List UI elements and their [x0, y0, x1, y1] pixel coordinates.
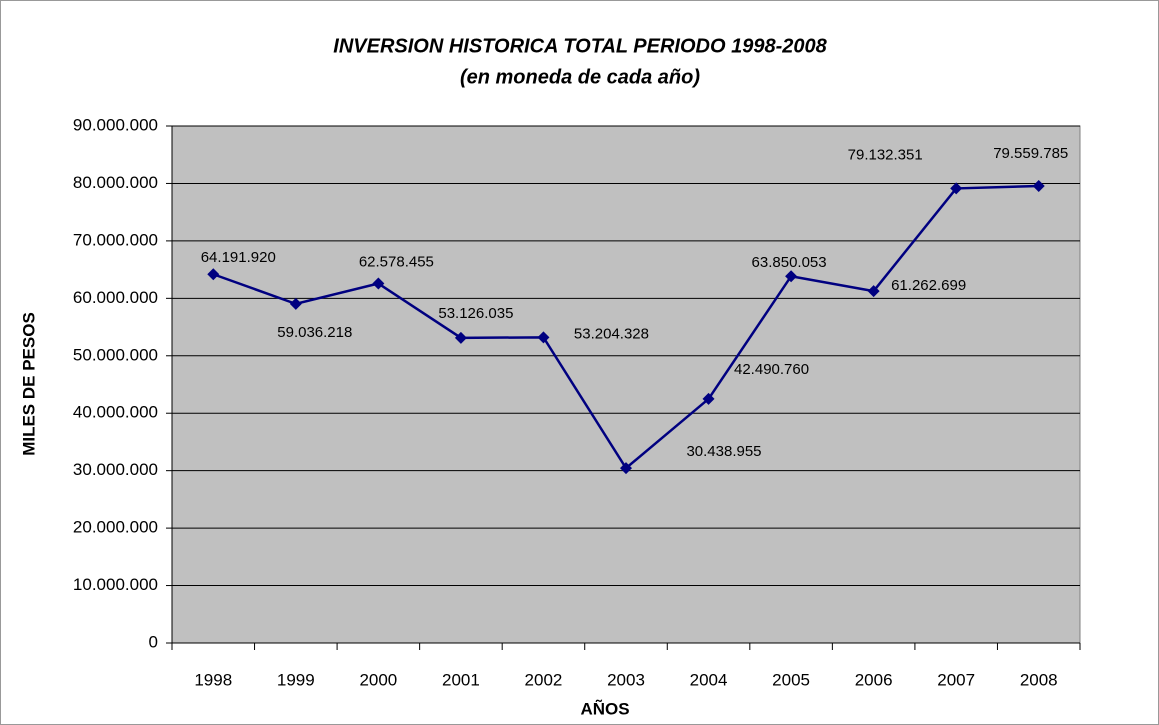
x-tick-label: 2005: [772, 670, 810, 689]
marker: [372, 277, 385, 290]
marker: [1032, 179, 1045, 192]
marker: [785, 270, 798, 283]
x-tick-label: 1999: [277, 670, 315, 689]
marker: [702, 392, 715, 405]
y-tick-label: 80.000.000: [73, 173, 158, 192]
x-tick-label: 2001: [442, 670, 480, 689]
data-label: 61.262.699: [891, 277, 966, 294]
marker: [620, 462, 632, 475]
y-tick-label: 60.000.000: [73, 288, 158, 307]
x-tick-label: 2000: [359, 670, 397, 689]
data-label: 64.191.920: [201, 249, 276, 266]
data-label: 59.036.218: [277, 324, 352, 341]
data-label: 53.204.328: [574, 325, 649, 342]
y-tick-label: 70.000.000: [73, 230, 158, 249]
y-tick-label: 90.000.000: [73, 115, 158, 134]
plot-area: [171, 125, 1081, 644]
data-label: 62.578.455: [359, 253, 434, 270]
x-tick-label: 2004: [690, 670, 728, 689]
data-label: 79.132.351: [848, 146, 923, 163]
marker: [537, 331, 550, 344]
x-tick-label: 1998: [194, 670, 232, 689]
y-tick-label: 20.000.000: [73, 518, 158, 537]
x-tick-label: 2006: [855, 670, 893, 689]
chart-subtitle: (en moneda de cada año): [460, 66, 700, 88]
marker: [289, 297, 302, 310]
y-axis-title: MILES DE PESOS: [19, 312, 38, 456]
x-tick-label: 2002: [525, 670, 563, 689]
data-label: 79.559.785: [993, 145, 1068, 162]
marker: [950, 182, 963, 195]
data-label: 42.490.760: [734, 361, 809, 378]
y-tick-label: 30.000.000: [73, 460, 158, 479]
x-tick-label: 2003: [607, 670, 645, 689]
y-tick-label: 40.000.000: [73, 403, 158, 422]
y-tick-label: 0: [149, 632, 158, 651]
chart-title: INVERSION HISTORICA TOTAL PERIODO 1998-2…: [333, 35, 827, 57]
y-tick-label: 10.000.000: [73, 575, 158, 594]
data-label: 53.126.035: [438, 305, 513, 322]
marker: [454, 331, 467, 344]
data-label: 63.850.053: [752, 254, 827, 271]
x-axis-title: AÑOS: [580, 698, 629, 718]
data-label: 30.438.955: [686, 443, 761, 460]
x-tick-label: 2007: [937, 670, 975, 689]
x-tick-label: 2008: [1020, 670, 1058, 689]
y-tick-label: 50.000.000: [73, 345, 158, 364]
marker: [867, 285, 880, 298]
marker: [207, 268, 220, 281]
